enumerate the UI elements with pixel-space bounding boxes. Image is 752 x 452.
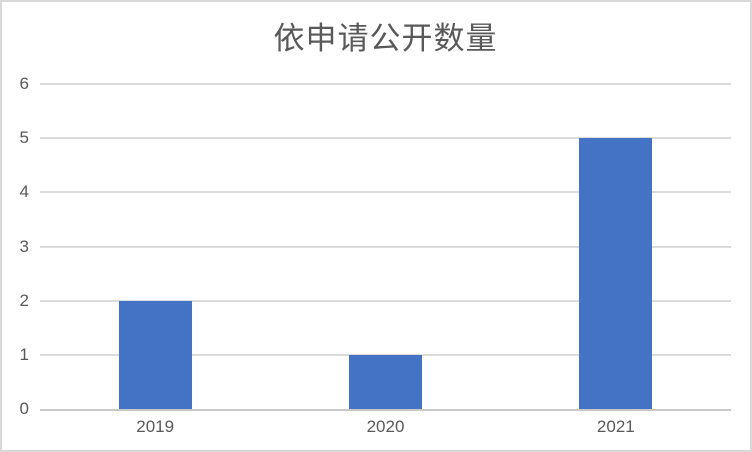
x-tick-label: 2020 — [366, 417, 405, 436]
y-tick-label: 3 — [19, 236, 29, 256]
y-tick-label: 1 — [19, 344, 29, 364]
y-tick-label: 4 — [19, 182, 29, 202]
x-tick-label: 2019 — [136, 417, 175, 436]
x-axis-line — [40, 409, 731, 411]
y-tick-label: 2 — [19, 290, 29, 310]
bar-2020 — [349, 354, 422, 409]
gridline — [40, 299, 731, 302]
gridline — [40, 83, 731, 85]
y-tick-label: 0 — [19, 399, 29, 418]
gridline — [40, 245, 731, 248]
y-tick-label: 6 — [19, 74, 29, 93]
gridline — [40, 191, 731, 194]
x-tick-label: 2021 — [596, 417, 635, 436]
bar-2019 — [118, 300, 192, 409]
gridline — [40, 137, 731, 140]
chart-title: 依申请公开数量 — [273, 21, 498, 56]
bar-2021 — [579, 138, 653, 409]
y-tick-label: 5 — [19, 128, 29, 148]
